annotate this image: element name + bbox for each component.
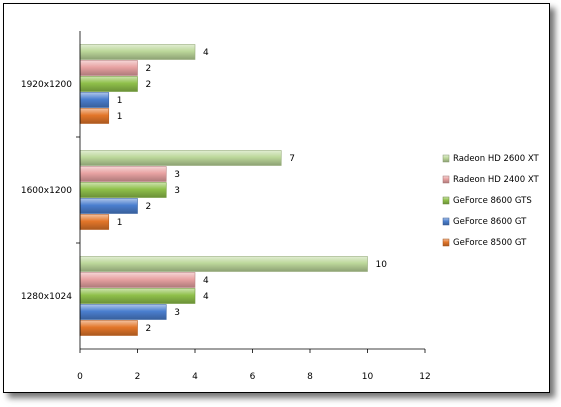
- data-label: 2: [146, 64, 152, 74]
- legend-label: GeForce 8600 GTS: [453, 196, 532, 206]
- data-label: 10: [376, 260, 388, 270]
- data-label: 4: [203, 48, 209, 58]
- legend-swatch: [442, 154, 450, 163]
- bar-1280x1024-geforce-8600-gt: [79, 304, 167, 320]
- x-tick-label: 0: [77, 372, 83, 382]
- data-label: 1: [117, 96, 123, 106]
- legend-swatch: [442, 196, 450, 205]
- bar-1280x1024-geforce-8600-gts: [79, 288, 196, 304]
- data-label: 1: [117, 112, 123, 122]
- legend-swatch: [442, 175, 450, 184]
- x-tick-label: 4: [192, 372, 198, 382]
- data-label: 7: [289, 154, 295, 164]
- data-label: 2: [146, 324, 152, 334]
- data-label: 2: [146, 202, 152, 212]
- data-label: 3: [174, 170, 180, 180]
- bar-1920x1200-radeon-hd-2400-xt: [79, 60, 138, 76]
- bar-1600x1200-geforce-8600-gt: [79, 198, 138, 214]
- legend-label: GeForce 8500 GT: [453, 238, 527, 248]
- bar-1920x1200-radeon-hd-2600-xt: [79, 44, 196, 60]
- x-tick-label: 10: [362, 372, 374, 382]
- legend-label: Radeon HD 2400 XT: [453, 175, 539, 185]
- legend-swatch: [442, 238, 450, 247]
- bar-1280x1024-radeon-hd-2600-xt: [79, 256, 368, 272]
- data-label: 3: [174, 308, 180, 318]
- bar-1600x1200-radeon-hd-2600-xt: [79, 150, 282, 166]
- bar-1600x1200-geforce-8500-gt: [79, 214, 110, 230]
- category-label: 1600x1200: [21, 186, 72, 196]
- x-tick-label: 8: [307, 372, 313, 382]
- x-tick-label: 12: [419, 372, 430, 382]
- category-label: 1280x1024: [21, 292, 72, 302]
- bar-1280x1024-radeon-hd-2400-xt: [79, 272, 196, 288]
- data-label: 1: [117, 218, 123, 228]
- bar-1600x1200-geforce-8600-gts: [79, 182, 167, 198]
- bar-1920x1200-geforce-8600-gt: [79, 92, 110, 108]
- x-tick-label: 6: [250, 372, 256, 382]
- data-label: 4: [203, 292, 209, 302]
- data-label: 3: [174, 186, 180, 196]
- category-label: 1920x1200: [21, 80, 72, 90]
- bar-1600x1200-radeon-hd-2400-xt: [79, 166, 167, 182]
- bar-1920x1200-geforce-8500-gt: [79, 108, 110, 124]
- bar-1280x1024-geforce-8500-gt: [79, 320, 138, 336]
- legend: Radeon HD 2600 XT Radeon HD 2400 XT GeForc…: [442, 154, 539, 248]
- x-tick-label: 2: [135, 372, 141, 382]
- legend-label: Radeon HD 2600 XT: [453, 154, 539, 164]
- bar-1920x1200-geforce-8600-gts: [79, 76, 138, 92]
- legend-label: GeForce 8600 GT: [453, 217, 527, 227]
- data-label: 2: [146, 80, 152, 90]
- data-label: 4: [203, 276, 209, 286]
- legend-swatch: [442, 217, 450, 226]
